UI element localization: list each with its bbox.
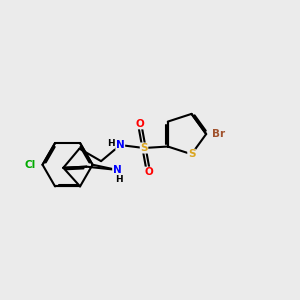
Text: S: S [188, 149, 195, 159]
Text: S: S [140, 143, 148, 153]
Text: H: H [115, 175, 122, 184]
Text: N: N [113, 165, 122, 175]
Text: N: N [116, 140, 124, 150]
Text: H: H [107, 139, 115, 148]
Text: O: O [144, 167, 153, 177]
Text: Cl: Cl [25, 160, 36, 170]
Text: Br: Br [212, 129, 225, 139]
Text: O: O [135, 119, 144, 129]
